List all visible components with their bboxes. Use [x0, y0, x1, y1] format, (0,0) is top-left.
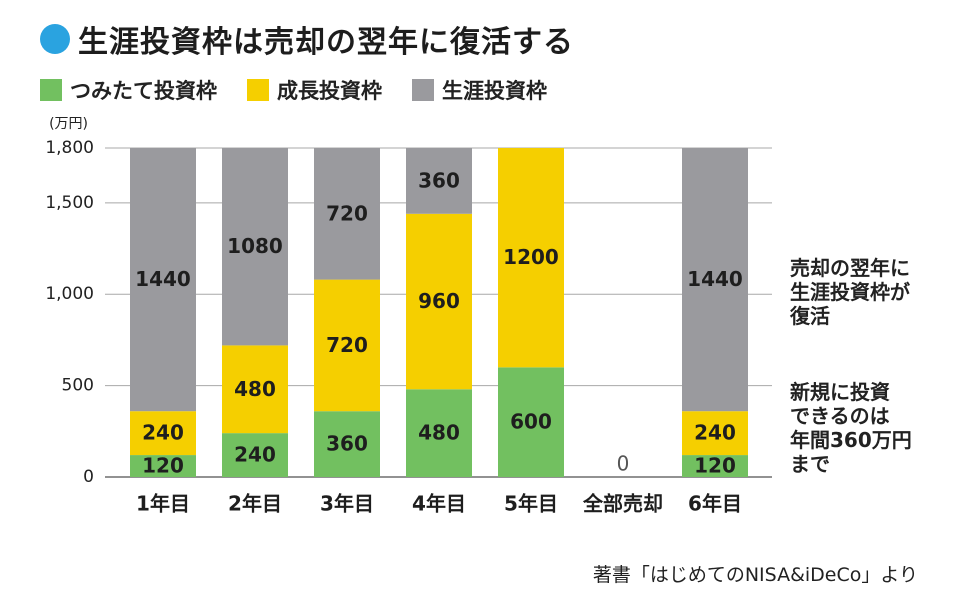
legend-item-growth: 成長投資枠 [247, 75, 382, 105]
bar-segment [222, 148, 288, 346]
bar-segment [130, 411, 196, 456]
legend-swatch [412, 79, 434, 101]
bar-value-label: 360 [326, 432, 368, 456]
x-category-label: 5年目 [504, 492, 558, 516]
bar-segment [222, 345, 288, 434]
legend-label: つみたて投資枠 [70, 79, 217, 103]
bar-segment [314, 411, 380, 477]
bar-value-label: 1080 [227, 234, 283, 258]
bar-value-label: 480 [234, 377, 276, 401]
bar-segment [498, 367, 564, 477]
bar-value-label: 360 [418, 168, 460, 192]
bar-value-label: 480 [418, 421, 460, 445]
x-category-label: 2年目 [228, 492, 282, 516]
bar-segment [130, 455, 196, 477]
chart-title: 生涯投資枠は売却の翌年に復活する [40, 14, 574, 64]
bar-segment [682, 148, 748, 412]
legend-label: 成長投資枠 [277, 79, 382, 103]
x-category-label: 6年目 [688, 492, 742, 516]
bar-value-label: 240 [142, 421, 184, 445]
x-category-label: 1年目 [136, 492, 190, 516]
y-tick-label: 1,000 [45, 284, 94, 304]
source-citation: 著書「はじめてのNISA&iDeCo」より [592, 564, 918, 586]
y-tick-label: 500 [62, 376, 94, 396]
bar-value-label: 1200 [503, 245, 559, 269]
legend: つみたて投資枠 成長投資枠 生涯投資枠 [40, 74, 577, 106]
y-tick-label: 1,500 [45, 193, 94, 213]
bar-value-label: 960 [418, 289, 460, 313]
bar-value-label: 240 [694, 421, 736, 445]
bar-segment [314, 279, 380, 412]
x-category-label: 3年目 [320, 492, 374, 516]
bar-value-label: 600 [510, 410, 552, 434]
bar-segment [682, 411, 748, 456]
note-annual-limit: 新規に投資 できるのは 年間360万円 まで [790, 380, 912, 476]
legend-item-tsumitate: つみたて投資枠 [40, 75, 217, 105]
bar-value-label: 240 [234, 443, 276, 467]
bar-segment [406, 148, 472, 214]
bar-value-label: 120 [694, 454, 736, 478]
bar-segment [682, 455, 748, 477]
bar-value-label: 720 [326, 201, 368, 225]
y-tick-label: 0 [83, 467, 94, 487]
bar-segment [314, 148, 380, 280]
bar-value-label: 1440 [135, 267, 191, 291]
bar-segment [498, 148, 564, 368]
legend-swatch [247, 79, 269, 101]
bar-value-label: 1440 [687, 267, 743, 291]
title-text: 生涯投資枠は売却の翌年に復活する [78, 25, 574, 60]
y-tick-label: 1,800 [45, 138, 94, 158]
legend-item-lifetime: 生涯投資枠 [412, 75, 547, 105]
bar-value-label: 120 [142, 454, 184, 478]
title-bullet-icon [40, 24, 70, 54]
y-unit-label: (万円) [49, 116, 88, 132]
x-category-label: 全部売却 [582, 492, 663, 516]
legend-swatch [40, 79, 62, 101]
bar-value-label: 720 [326, 333, 368, 357]
stacked-bar-chart: 0 500 1,000 1,500 1,800 (万円) 120 240 1440 1年目 240 4… [45, 116, 772, 516]
bar-segment [406, 389, 472, 477]
bar-segment [130, 148, 196, 412]
note-revival: 売却の翌年に 生涯投資枠が 復活 [790, 256, 910, 328]
bar-segment [222, 433, 288, 477]
legend-label: 生涯投資枠 [442, 79, 547, 103]
bar-zero-label: 0 [617, 452, 630, 476]
bar-segment [406, 213, 472, 390]
x-category-label: 4年目 [412, 492, 466, 516]
